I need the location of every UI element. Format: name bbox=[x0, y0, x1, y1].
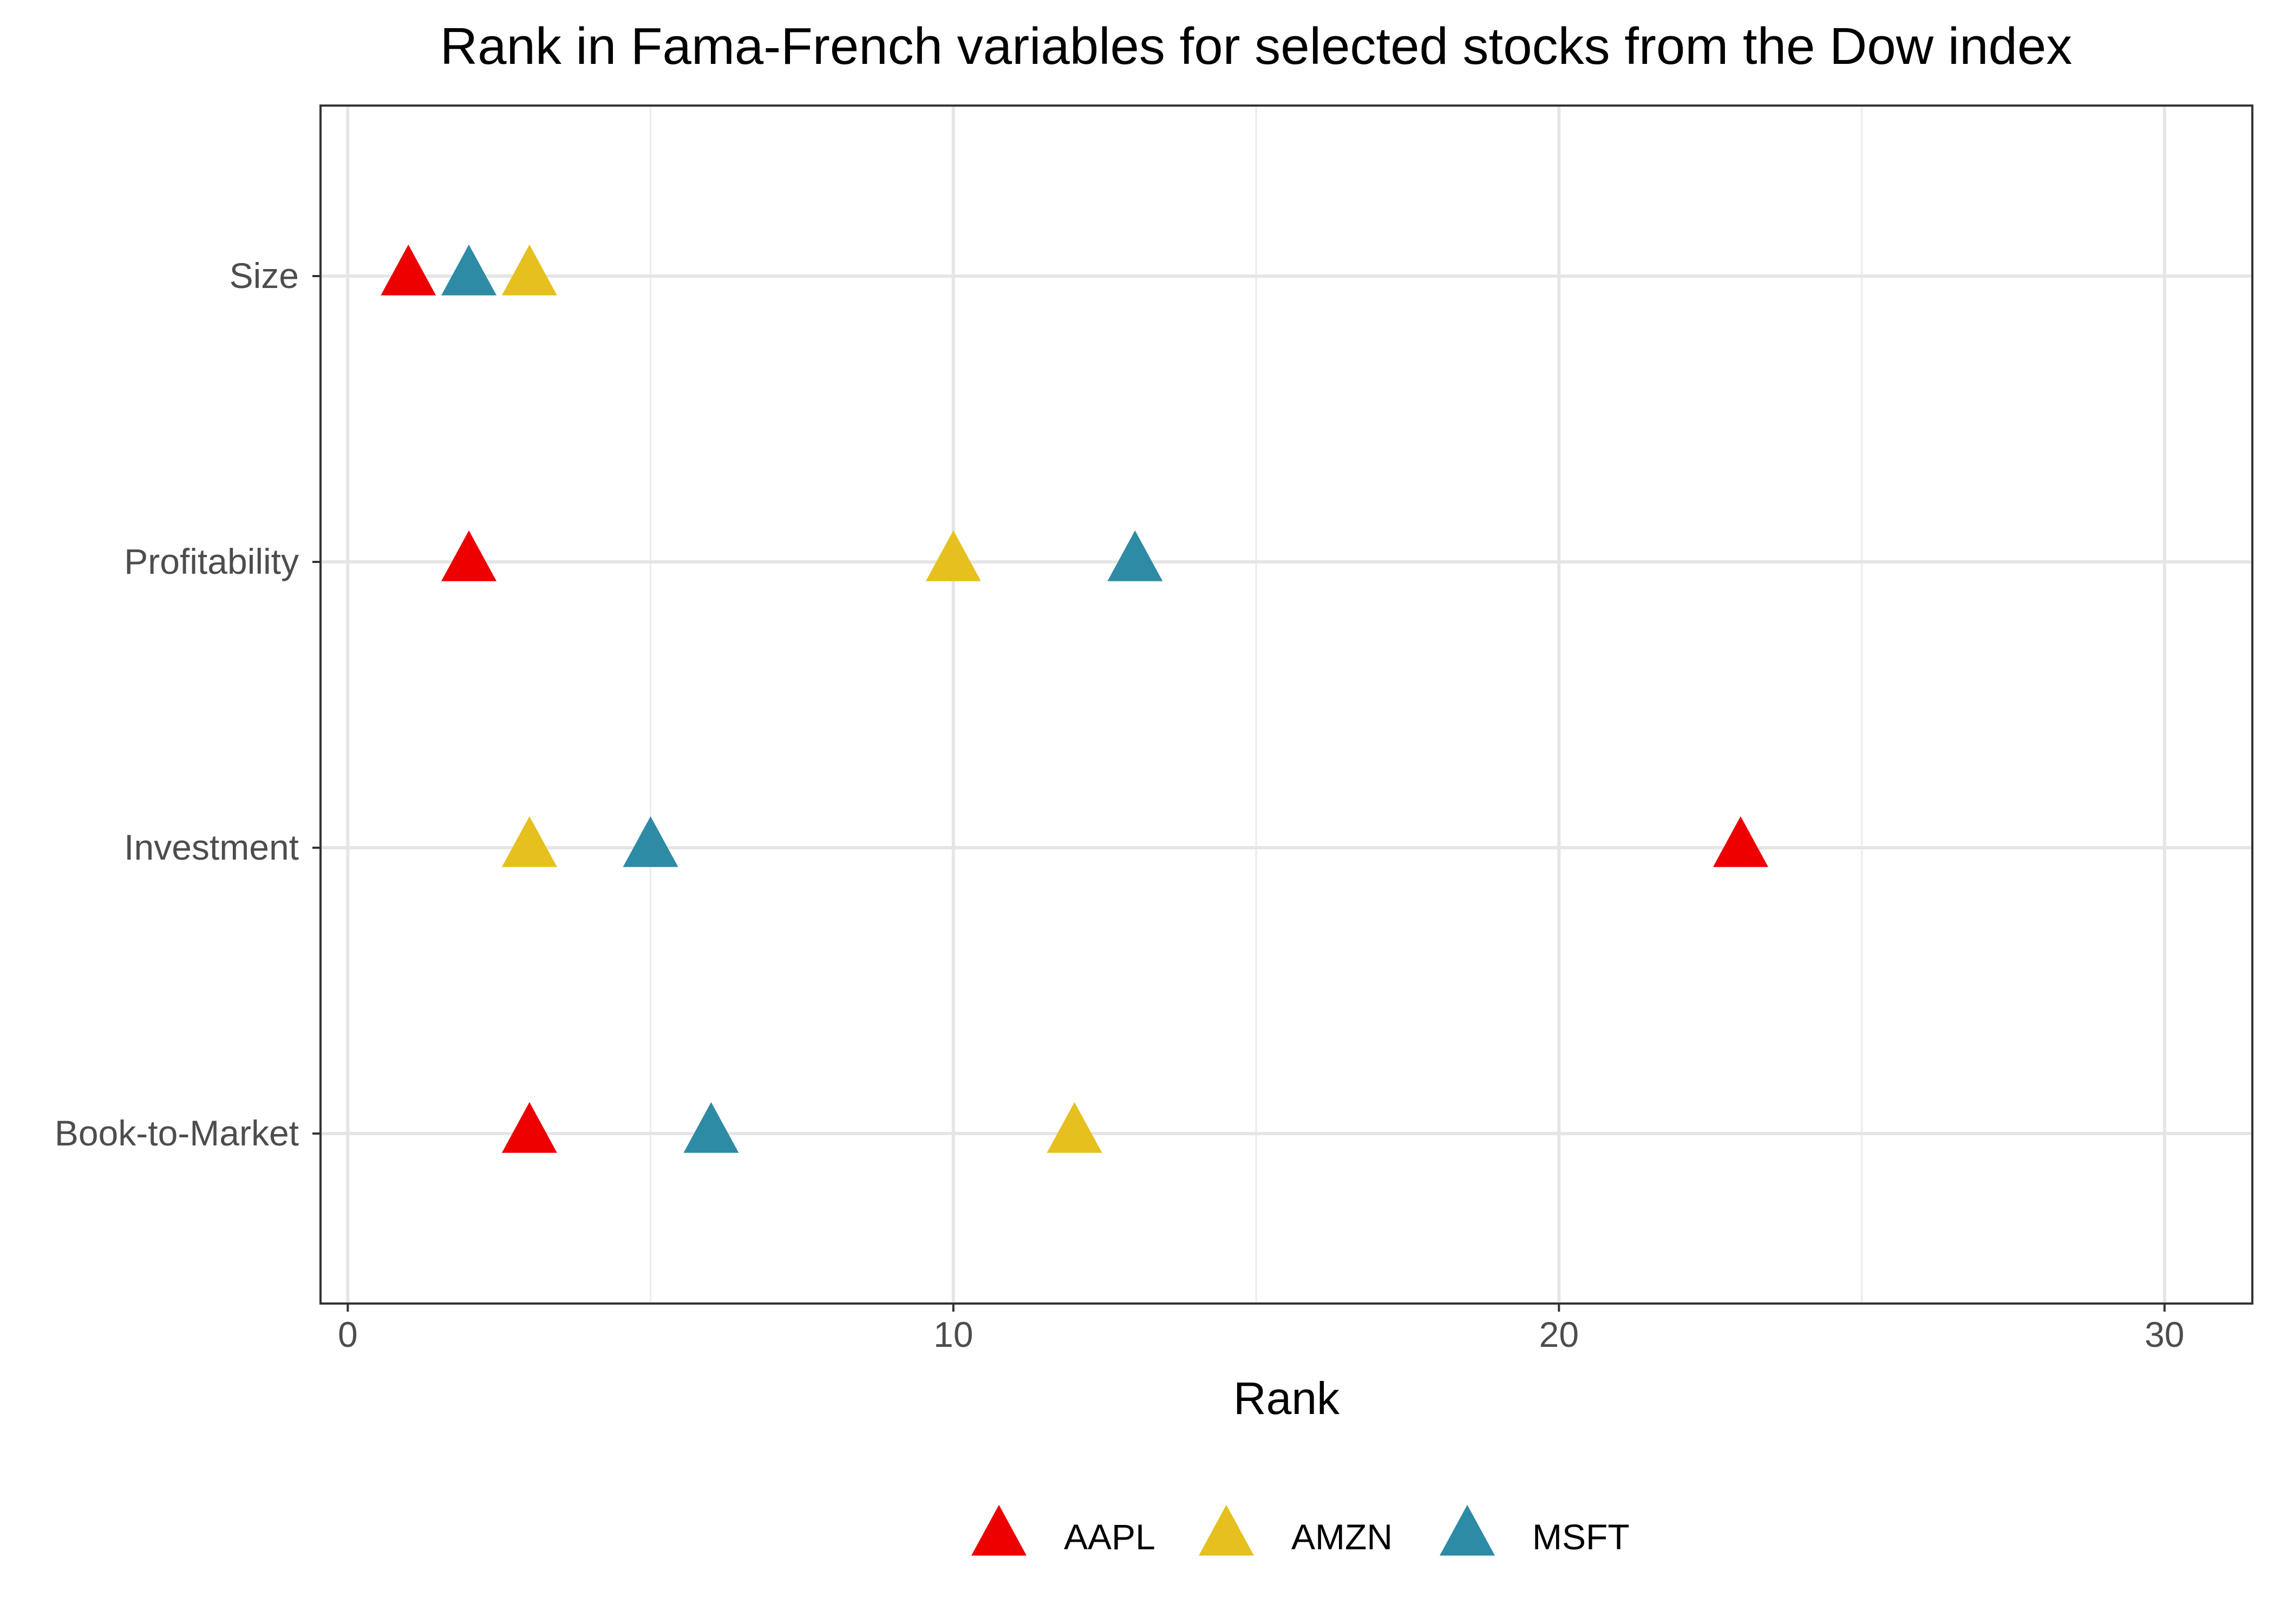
point-amzn-profitability bbox=[925, 530, 981, 581]
point-aapl-profitability bbox=[441, 530, 497, 581]
y-tick-label: Book-to-Market bbox=[55, 1113, 299, 1153]
x-tick-label: 10 bbox=[933, 1314, 973, 1354]
point-msft-profitability bbox=[1107, 530, 1163, 581]
point-aapl-investment bbox=[1713, 816, 1768, 867]
legend-key-msft bbox=[1440, 1504, 1495, 1556]
axes: 0 10 20 30 Size Profitability Investment Book-t… bbox=[55, 256, 2185, 1354]
x-tick-label: 0 bbox=[338, 1314, 358, 1354]
point-msft-book-to-market bbox=[683, 1102, 739, 1153]
legend-label-msft: MSFT bbox=[1532, 1517, 1630, 1557]
point-aapl-book-to-market bbox=[501, 1102, 557, 1153]
legend: AAPL AMZN MSFT bbox=[971, 1504, 1630, 1557]
point-msft-investment bbox=[623, 816, 678, 867]
chart-title: Rank in Fama-French variables for select… bbox=[440, 17, 2073, 75]
y-tick-label: Size bbox=[230, 256, 299, 296]
grid-lines bbox=[321, 106, 2252, 1304]
point-msft-size bbox=[441, 244, 497, 296]
y-tick-label: Investment bbox=[124, 827, 299, 867]
x-axis-title: Rank bbox=[1233, 1373, 1340, 1424]
x-tick-label: 20 bbox=[1539, 1314, 1579, 1354]
legend-label-amzn: AMZN bbox=[1291, 1517, 1393, 1557]
data-points bbox=[381, 244, 1768, 1153]
point-amzn-size bbox=[501, 244, 557, 296]
legend-label-aapl: AAPL bbox=[1064, 1517, 1155, 1557]
x-tick-label: 30 bbox=[2145, 1314, 2184, 1354]
legend-key-amzn bbox=[1199, 1504, 1254, 1556]
y-tick-label: Profitability bbox=[124, 541, 299, 581]
point-aapl-size bbox=[381, 244, 436, 296]
plot-panel-border bbox=[319, 104, 2253, 1305]
legend-key-aapl bbox=[971, 1504, 1027, 1556]
point-amzn-book-to-market bbox=[1047, 1102, 1102, 1153]
point-amzn-investment bbox=[501, 816, 557, 867]
